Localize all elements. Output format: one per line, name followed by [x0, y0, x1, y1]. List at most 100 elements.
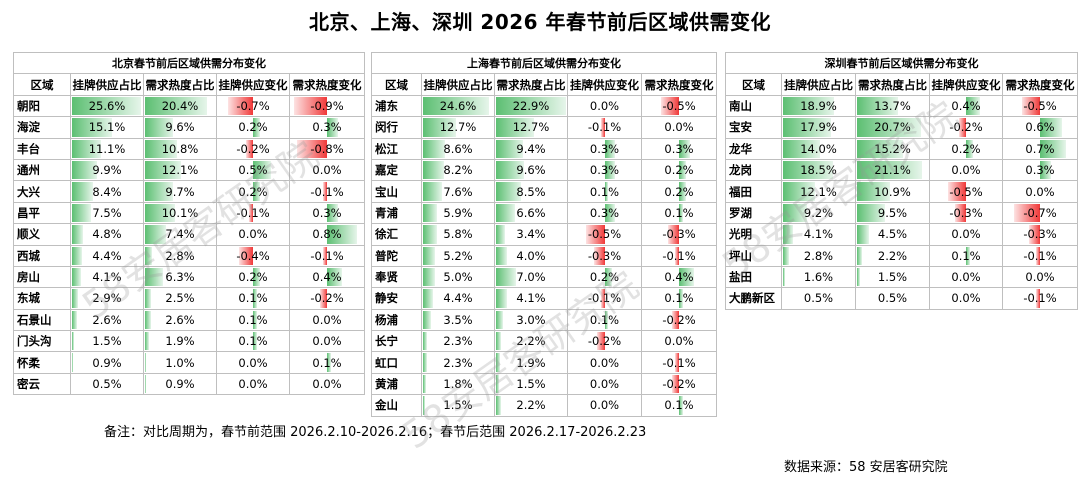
cell-value: 0.6% [1025, 120, 1055, 135]
supply-cell: 9.9% [70, 158, 144, 182]
demand-cell: 20.4% [143, 94, 217, 118]
data-bar [783, 182, 815, 201]
data-bar [145, 139, 177, 158]
cell-value: 1.8% [443, 377, 473, 392]
data-bar [323, 246, 327, 265]
demand-change-cell: -0.2% [641, 308, 717, 332]
cell-value: 20.7% [874, 120, 911, 135]
region-name: 杨浦 [371, 308, 422, 332]
cell-value: 8.4% [92, 184, 122, 199]
data-bar [319, 289, 327, 308]
table-row: 密云 0.5% 0.9% 0.0% 0.0% [13, 372, 365, 396]
region-name: 徐汇 [371, 223, 422, 246]
demand-cell: 7.0% [494, 265, 568, 289]
cell-value: 18.5% [800, 163, 837, 178]
data-bar [72, 118, 112, 137]
supply-cell: 2.3% [421, 330, 495, 353]
supply-change-cell: 0.1% [567, 180, 642, 203]
data-bar [72, 139, 101, 158]
demand-cell: 2.2% [494, 330, 568, 353]
table-row: 龙华 14.0% 15.2% 0.2% 0.7% [725, 137, 1078, 160]
demand-change-cell: 0.0% [1002, 265, 1078, 289]
cell-value: 9.2% [803, 205, 834, 220]
demand-change-cell: 0.7% [1002, 137, 1078, 160]
table-row: 虹口 2.3% 1.9% 0.0% -0.1% [371, 351, 717, 374]
demand-change-cell: 0.1% [641, 287, 717, 310]
supply-cell: 5.2% [421, 244, 495, 267]
cell-value: 2.6% [165, 312, 195, 327]
cell-value: 10.9% [874, 184, 911, 199]
region-name: 龙岗 [725, 158, 782, 182]
panel-title: 深圳春节前后区域供需分布变化 [725, 51, 1078, 75]
column-header: 需求热度变化 [289, 73, 365, 96]
supply-change-cell: 0.1% [216, 287, 290, 310]
cell-value: 1.9% [165, 334, 195, 349]
data-bar [423, 374, 426, 394]
cell-value: -0.2% [949, 120, 983, 135]
demand-change-cell: 0.8% [289, 223, 365, 246]
region-name: 昌平 [13, 201, 71, 225]
table-row: 大兴 8.4% 9.7% 0.2% -0.1% [13, 180, 365, 203]
cell-value: 8.6% [443, 141, 473, 156]
region-name: 龙华 [725, 137, 782, 160]
data-bar [679, 267, 694, 287]
data-source: 数据来源：58 安居客研究院 [784, 460, 948, 475]
cell-value: -0.7% [236, 98, 270, 113]
demand-change-cell: 0.4% [289, 265, 365, 289]
cell-value: -0.2% [587, 334, 622, 349]
data-bar [496, 225, 505, 244]
table-row: 黄浦 1.8% 1.5% 0.0% -0.2% [371, 372, 717, 396]
cell-value: 8.2% [443, 163, 473, 178]
data-bar [297, 139, 327, 158]
table-row: 门头沟 1.5% 1.9% 0.1% 0.0% [13, 330, 365, 353]
demand-cell: 22.9% [494, 94, 568, 118]
demand-change-cell: 0.0% [289, 308, 365, 332]
table-row: 罗湖 9.2% 9.5% -0.3% -0.7% [725, 201, 1078, 225]
table-row: 光明 4.1% 4.5% 0.0% -0.3% [725, 223, 1078, 246]
column-header: 区域 [725, 73, 782, 96]
supply-cell: 11.1% [70, 137, 144, 160]
cell-value: -0.1% [587, 120, 622, 135]
demand-cell: 1.9% [143, 330, 217, 353]
data-bar [671, 374, 679, 394]
region-name: 门头沟 [13, 330, 71, 353]
region-name: 怀柔 [13, 351, 71, 374]
supply-cell: 5.0% [421, 265, 495, 289]
supply-cell: 2.6% [70, 308, 144, 332]
data-bar [423, 160, 444, 180]
supply-cell: 0.5% [70, 372, 144, 396]
data-bar [72, 246, 83, 265]
region-name: 大鹏新区 [725, 287, 782, 310]
cell-value: 0.0% [664, 334, 694, 349]
supply-change-cell: 0.0% [216, 223, 290, 246]
data-bar [145, 118, 174, 137]
data-bar [323, 182, 327, 201]
supply-cell: 3.5% [421, 308, 495, 332]
data-bar [675, 246, 679, 265]
cell-value: 20.4% [161, 98, 199, 113]
supply-cell: 1.5% [70, 330, 144, 353]
cell-value: 0.0% [312, 312, 342, 327]
table-row: 长宁 2.3% 2.2% -0.2% 0.0% [371, 330, 717, 353]
supply-change-cell: 0.2% [929, 137, 1003, 160]
data-bar [604, 203, 616, 223]
data-bar [327, 267, 342, 287]
data-bar [327, 225, 357, 244]
cell-value: -0.4% [236, 248, 270, 263]
demand-cell: 10.9% [855, 180, 930, 203]
data-bar [600, 118, 605, 137]
cell-value: 0.0% [238, 377, 268, 392]
supply-cell: 8.2% [421, 158, 495, 182]
table-row: 怀柔 0.9% 1.0% 0.0% 0.1% [13, 351, 365, 374]
supply-change-cell: -0.3% [567, 244, 642, 267]
demand-change-cell: -0.7% [1002, 201, 1078, 225]
data-bar [966, 96, 981, 116]
cell-value: 5.0% [443, 270, 473, 285]
supply-cell: 24.6% [421, 94, 495, 118]
cell-value: 25.6% [88, 98, 126, 113]
cell-value: 12.7% [439, 120, 477, 135]
cell-value: 0.0% [589, 398, 620, 413]
cell-value: 0.4% [951, 98, 981, 113]
cell-value: 0.1% [238, 312, 268, 327]
cell-value: 2.9% [92, 291, 122, 306]
